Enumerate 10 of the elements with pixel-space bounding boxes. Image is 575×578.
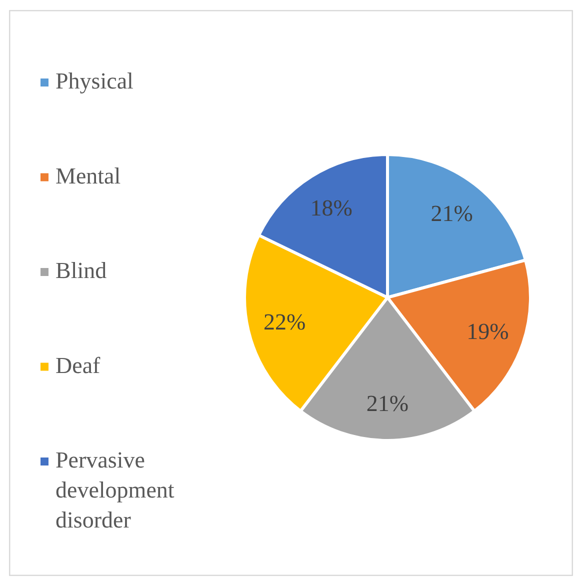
legend-label: Deaf — [56, 352, 101, 378]
legend-label: Pervasive development disorder — [56, 448, 175, 532]
legend-label: Mental — [56, 163, 121, 188]
data-label: 18% — [310, 195, 352, 220]
data-label: 21% — [366, 390, 409, 416]
data-label: 22% — [263, 309, 306, 334]
legend-label: Physical — [56, 68, 134, 94]
legend-label: Blind — [56, 258, 108, 283]
data-label: 21% — [430, 200, 473, 226]
data-label: 19% — [466, 318, 509, 344]
